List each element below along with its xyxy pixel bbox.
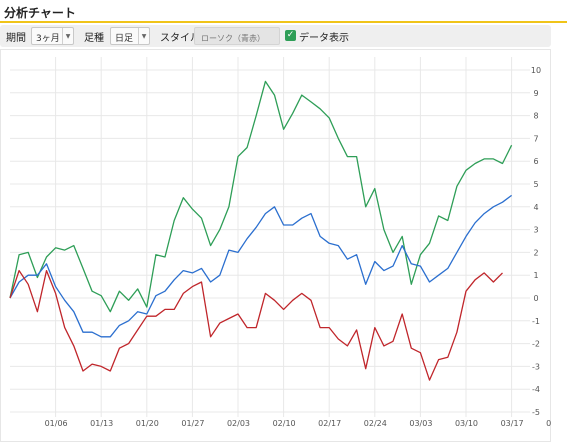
x-tick-label: 02/17 [318,419,341,428]
chart-grid [10,57,530,417]
style-input[interactable] [194,27,280,45]
y-tick-label: -1 [532,317,540,326]
x-tick-label: 03/03 [409,419,432,428]
chevron-down-icon: ▼ [62,28,73,44]
y-tick-label: 1 [533,271,538,280]
y-tick-label: 10 [531,66,541,75]
line-chart[interactable]: 01/06 01/13 01/20 01/27 02/03 02/10 02/17 02/24… [0,49,551,442]
period-select[interactable]: 3ヶ月 ▼ [31,27,74,45]
series-line-1 [9,80,513,313]
y-tick-label: 9 [533,89,538,98]
foot-select[interactable]: 日足 ▼ [110,27,150,45]
series-line-2 [9,194,512,338]
y-tick-label: 7 [533,134,538,143]
y-tick-label: 3 [533,226,538,235]
period-label: 期間 [6,33,26,44]
x-tick-label: 02/10 [273,419,296,428]
foot-label: 足種 [84,33,104,44]
chart-toolbar: 期間 3ヶ月 ▼ 足種 日足 ▼ スタイル ✓ データ表示 [0,25,551,47]
y-tick-label: 4 [533,203,538,212]
x-tick-label: 02/03 [227,419,250,428]
y-tick-label: 2 [533,248,538,257]
y-tick-label: -4 [532,385,540,394]
y-tick-label: 5 [533,180,538,189]
series-line-3 [9,269,503,381]
page-title: 分析チャート [4,6,76,20]
x-tick-label: 01/27 [181,419,204,428]
chevron-down-icon: ▼ [138,28,149,44]
x-tick-label: 01/13 [90,419,113,428]
x-axis-labels: 01/06 01/13 01/20 01/27 02/03 02/10 02/17 02/24… [45,419,551,428]
x-tick-label: 03/17 [501,419,524,428]
chart-area [0,49,551,442]
y-tick-label: 8 [533,112,538,121]
check-icon: ✓ [286,30,295,40]
y-tick-label: 6 [533,157,538,166]
title-underline [0,21,567,23]
chart-series [9,80,513,381]
x-tick-label: 01/20 [136,419,159,428]
y-tick-label: 0 [533,294,538,303]
y-tick-label: -3 [532,362,540,371]
x-tick-label: 02/24 [364,419,387,428]
period-select-value: 3ヶ月 [36,34,60,44]
y-tick-label: -5 [532,408,540,417]
foot-select-value: 日足 [115,34,134,44]
style-label: スタイル [160,33,200,44]
x-tick-label: 03/10 [455,419,478,428]
x-tick-label: 03/24 [546,419,551,428]
data-display-label: データ表示 [299,33,349,44]
x-tick-label: 01/06 [45,419,68,428]
y-tick-label: -2 [532,340,540,349]
data-display-checkbox[interactable]: ✓ [285,30,296,41]
